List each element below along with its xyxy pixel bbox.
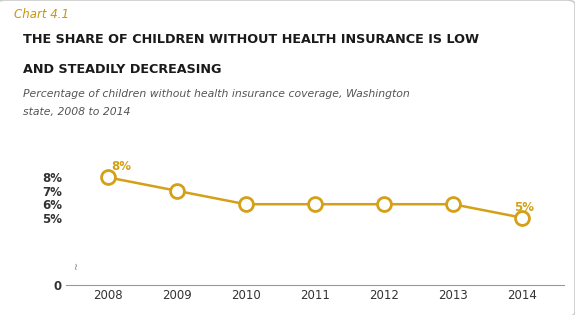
Text: 5%: 5% xyxy=(514,201,534,214)
Text: ~: ~ xyxy=(71,261,82,269)
Text: THE SHARE OF CHILDREN WITHOUT HEALTH INSURANCE IS LOW: THE SHARE OF CHILDREN WITHOUT HEALTH INS… xyxy=(23,33,479,46)
Text: 8%: 8% xyxy=(112,160,132,173)
Text: AND STEADILY DECREASING: AND STEADILY DECREASING xyxy=(23,63,221,76)
Text: Percentage of children without health insurance coverage, Washington: Percentage of children without health in… xyxy=(23,89,410,99)
Text: Chart 4.1: Chart 4.1 xyxy=(14,8,70,21)
Text: state, 2008 to 2014: state, 2008 to 2014 xyxy=(23,107,131,117)
